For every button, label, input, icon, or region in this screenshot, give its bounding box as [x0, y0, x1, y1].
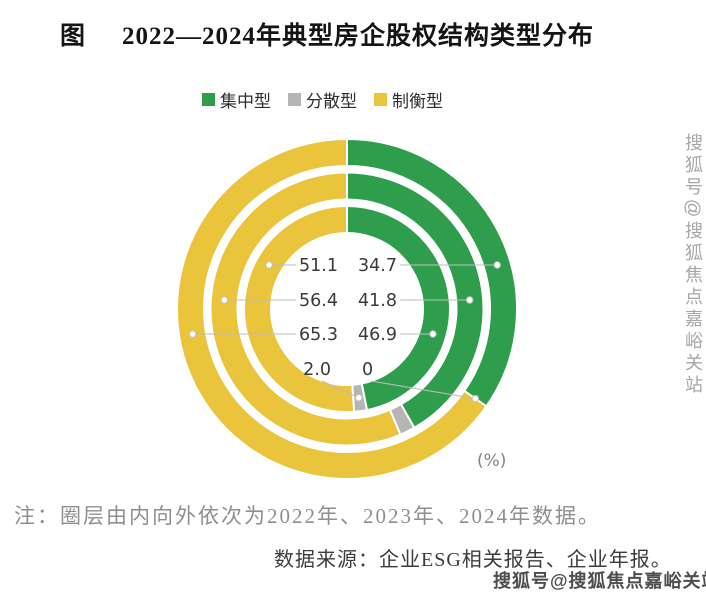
ring-2023-balanced-segment: [209, 171, 402, 447]
legend-swatch-concentrated: [202, 93, 215, 106]
marker-dot-balanced-2024: [188, 330, 197, 338]
value-label-balanced-2024: 65.3: [299, 325, 338, 345]
chart-title: 图 2022—2024年典型房企股权结构类型分布: [60, 16, 594, 52]
leader-line-dispersed-2024: [370, 380, 476, 400]
value-label-concentrated-2024: 34.7: [358, 256, 397, 276]
data-source: 数据来源：企业ESG相关报告、企业年报。: [274, 549, 672, 571]
chart-legend: 集中型 分散型 制衡型: [202, 87, 443, 112]
value-label-dispersed-2024: 0: [362, 360, 373, 380]
legend-item-concentrated: 集中型: [202, 87, 271, 112]
ring-2024-balanced-segment: [176, 137, 488, 480]
marker-dot-dispersed-2022: [355, 394, 363, 402]
value-label-dispersed-2022: 2.0: [303, 360, 331, 380]
legend-swatch-balanced: [374, 93, 387, 106]
legend-item-balanced: 制衡型: [374, 87, 443, 112]
legend-swatch-dispersed: [288, 93, 301, 106]
marker-dot-balanced-2022: [265, 261, 273, 269]
footnote: 注：圈层由内向外依次为2022年、2023年、2024年数据。: [14, 504, 601, 528]
figure-prefix: 图: [60, 23, 87, 50]
value-label-concentrated-2022: 46.9: [358, 325, 397, 345]
unit-label: (%): [477, 451, 507, 471]
marker-dot-dispersed-2024: [471, 394, 480, 403]
leader-line-dispersed-2022: [321, 380, 359, 399]
watermark-bottom: 搜狐号@搜狐焦点嘉峪关站: [493, 571, 706, 591]
value-label-concentrated-2023: 41.8: [358, 291, 397, 311]
legend-label-balanced: 制衡型: [392, 92, 443, 111]
watermark-vertical: 搜狐号@搜狐焦点嘉峪关站: [683, 133, 703, 398]
chart-title-text: 2022—2024年典型房企股权结构类型分布: [122, 23, 595, 50]
value-label-balanced-2023: 56.4: [299, 291, 338, 311]
value-label-balanced-2022: 51.1: [299, 256, 338, 276]
legend-label-concentrated: 集中型: [220, 92, 271, 111]
marker-dot-concentrated-2022: [429, 330, 437, 338]
ring-2022-concentrated-segment: [346, 204, 451, 412]
ring-2022-balanced-segment: [243, 204, 356, 413]
marker-dot-concentrated-2023: [465, 296, 474, 304]
marker-dot-balanced-2023: [220, 296, 229, 304]
legend-item-dispersed: 分散型: [288, 87, 357, 112]
marker-dot-concentrated-2024: [493, 261, 501, 269]
legend-label-dispersed: 分散型: [306, 92, 357, 111]
